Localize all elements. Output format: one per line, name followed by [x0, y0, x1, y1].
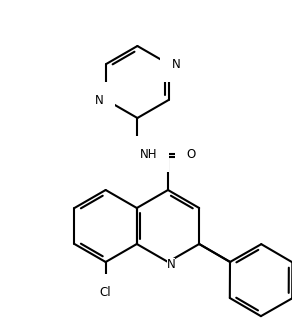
- Text: N: N: [172, 58, 180, 71]
- Text: N: N: [95, 94, 103, 107]
- Text: O: O: [186, 148, 196, 161]
- Text: Cl: Cl: [100, 286, 112, 299]
- Text: N: N: [167, 257, 175, 270]
- Text: NH: NH: [139, 148, 157, 161]
